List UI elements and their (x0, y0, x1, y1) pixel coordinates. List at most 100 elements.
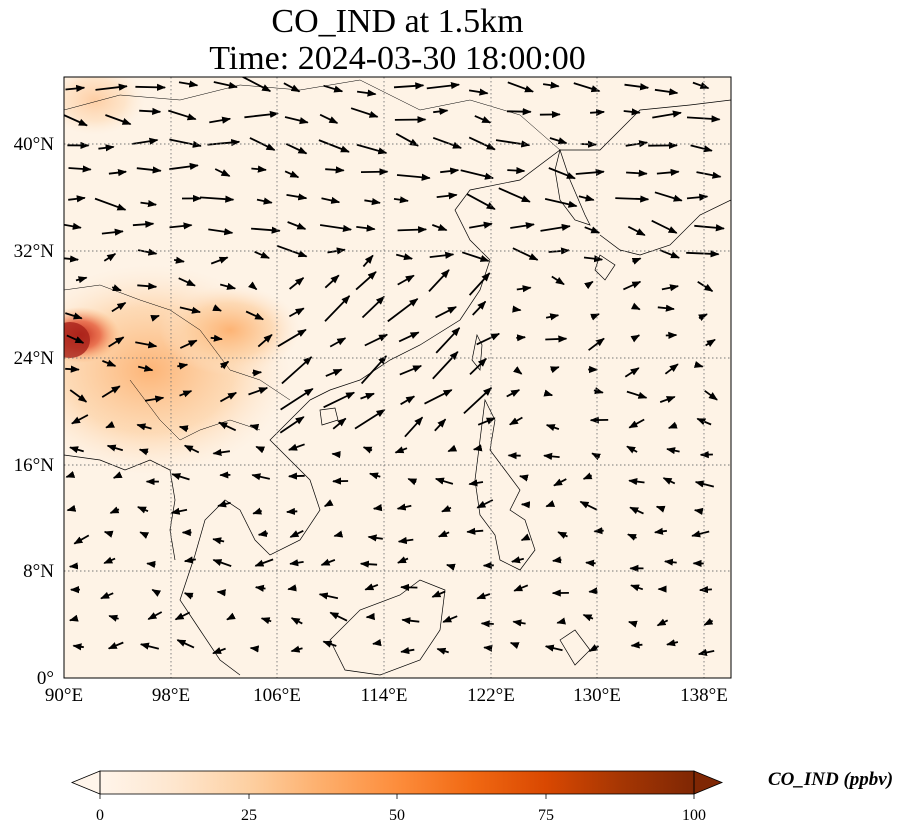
wind-arrow (100, 591, 114, 600)
wind-arrow (654, 88, 679, 96)
wind-arrow (255, 445, 266, 454)
wind-arrow (324, 274, 340, 289)
wind-arrow (397, 274, 415, 286)
wind-arrow (179, 306, 201, 314)
wind-arrow (283, 82, 301, 93)
wind-arrow (476, 332, 501, 346)
wind-arrow (651, 219, 678, 234)
wind-arrow (509, 641, 520, 650)
wind-arrow (111, 301, 127, 313)
wind-arrow (393, 196, 409, 204)
wind-arrow (244, 110, 279, 119)
wind-arrow (350, 107, 379, 118)
wind-arrow (183, 556, 196, 564)
wind-arrow (483, 644, 493, 652)
wind-arrow (498, 187, 531, 203)
wind-arrow (325, 166, 345, 174)
wind-arrow (441, 505, 452, 513)
wind-arrow (372, 639, 382, 647)
wind-arrow (461, 251, 490, 262)
wind-arrow (549, 366, 560, 374)
wind-arrow (399, 364, 423, 376)
wind-arrow (360, 392, 375, 400)
wind-arrow (548, 167, 576, 180)
wind-arrow (447, 444, 458, 453)
wind-arrow (630, 584, 644, 592)
wind-arrow (332, 417, 347, 430)
wind-arrow (212, 559, 232, 567)
wind-arrow (545, 424, 560, 431)
wind-arrow (136, 423, 152, 431)
wind-arrow (631, 257, 642, 265)
wind-arrow (628, 418, 645, 429)
x-tick-label: 130°E (573, 685, 621, 706)
wind-arrow (139, 107, 162, 115)
wind-arrow (111, 284, 122, 292)
wind-arrow (318, 592, 339, 600)
wind-arrow (170, 507, 188, 515)
wind-arrow (509, 416, 523, 426)
wind-arrow (626, 169, 648, 177)
wind-arrow (248, 387, 269, 396)
wind-arrow (106, 444, 124, 452)
wind-arrow (276, 244, 308, 258)
wind-arrow (208, 228, 234, 236)
wind-arrow (101, 228, 124, 236)
wind-arrow (575, 168, 605, 176)
colorbar-tick-label: 50 (389, 807, 405, 824)
wind-arrow (394, 446, 408, 454)
wind-arrow (583, 255, 604, 263)
wind-arrow (442, 615, 458, 623)
wind-arrow (64, 255, 79, 263)
wind-arrow (103, 253, 117, 262)
wind-arrow (512, 619, 526, 627)
wind-arrow (178, 425, 189, 433)
wind-arrow (513, 584, 529, 592)
wind-arrow (460, 169, 494, 180)
wind-arrow (656, 618, 669, 627)
wind-arrow (183, 592, 194, 600)
wind-arrow (212, 304, 222, 312)
wind-arrow (68, 562, 79, 570)
chart-title: CO_IND at 1.5km (271, 3, 524, 40)
wind-arrow (664, 363, 679, 375)
wind-arrow (466, 193, 496, 210)
wind-arrow (279, 416, 305, 434)
wind-arrow (511, 556, 525, 564)
wind-arrow (469, 357, 487, 376)
wind-arrow (251, 165, 267, 173)
wind-arrow (150, 314, 160, 322)
wind-arrow (476, 592, 491, 600)
wind-arrow (319, 113, 339, 124)
wind-arrow (665, 331, 678, 339)
y-tick-label: 16°N (14, 455, 55, 476)
wind-arrow (666, 447, 680, 455)
wind-arrow (397, 536, 414, 545)
wind-arrow (543, 452, 560, 460)
wind-arrow (588, 587, 598, 595)
wind-arrow (667, 421, 678, 429)
wind-arrow (703, 618, 714, 626)
wind-arrow (512, 366, 523, 375)
wind-arrow (426, 81, 460, 90)
x-tick-label: 90°E (45, 685, 83, 706)
wind-arrow (354, 408, 386, 430)
wind-arrow (578, 194, 595, 202)
wind-arrow (319, 224, 352, 232)
wind-arrow (249, 645, 260, 653)
wind-arrow (542, 81, 560, 89)
wind-arrow (217, 500, 231, 508)
wind-arrow (628, 620, 638, 628)
wind-arrow (436, 647, 449, 655)
wind-arrow (174, 611, 191, 621)
wind-arrow (435, 327, 461, 354)
wind-arrow (176, 639, 195, 649)
wind-arrow (144, 395, 165, 403)
wind-arrow (199, 195, 235, 203)
wind-arrow (69, 614, 79, 622)
wind-arrow (468, 88, 489, 96)
wind-arrow (437, 530, 450, 538)
wind-arrow (436, 192, 458, 200)
wind-arrow (288, 443, 305, 451)
wind-arrow (364, 333, 389, 347)
